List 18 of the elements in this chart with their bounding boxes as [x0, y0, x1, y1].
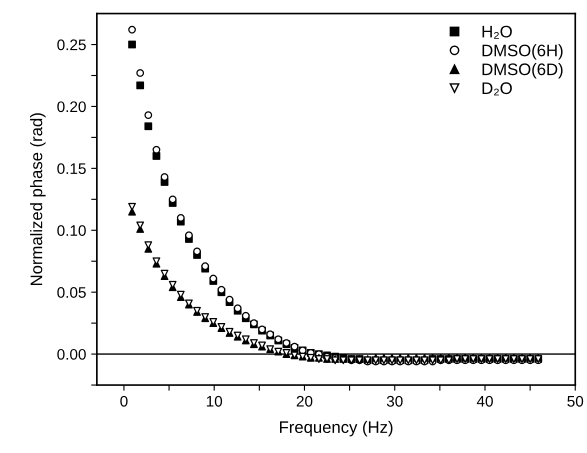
y-tick-label: 0.25 [57, 39, 86, 50]
legend-label: D₂O [482, 82, 512, 96]
x-tick-label: 50 [567, 396, 584, 407]
legend-label: DMSO(6D) [482, 62, 563, 79]
x-tick-label: 10 [206, 396, 222, 407]
y-axis-title: Normalized phase (rad) [30, 113, 46, 286]
legend-label: DMSO(6H) [482, 44, 563, 60]
x-tick-label: 40 [476, 396, 493, 407]
y-tick-label: 0.15 [57, 163, 86, 174]
x-tick-label: 20 [296, 396, 312, 407]
x-tick-label: 0 [120, 396, 128, 407]
x-tick-label: 30 [386, 396, 403, 407]
y-tick-label: 0.20 [57, 101, 86, 112]
y-tick-label: 0.10 [57, 225, 86, 236]
y-tick-label: 0.05 [57, 287, 86, 298]
legend-label: H₂O [482, 26, 512, 39]
y-tick-label: 0.00 [57, 348, 86, 360]
x-axis-title: Frequency (Hz) [280, 420, 392, 436]
